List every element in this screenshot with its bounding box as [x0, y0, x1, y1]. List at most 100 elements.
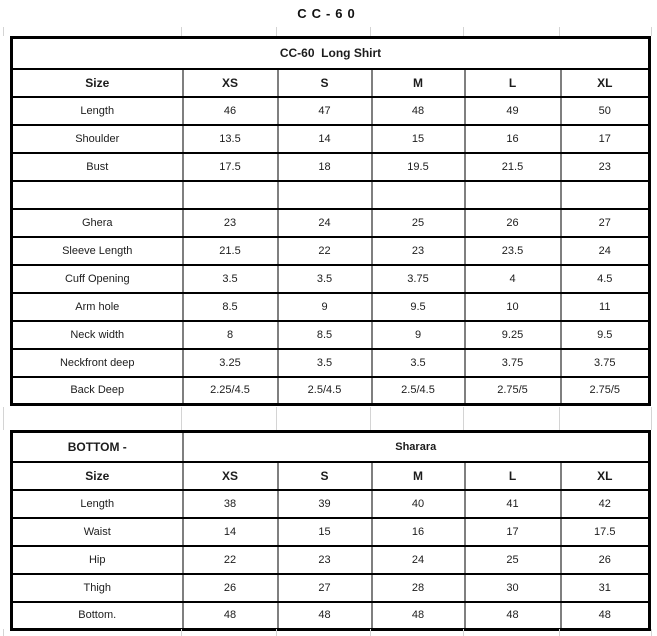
row-label [10, 179, 184, 210]
cell-value: 15 [370, 123, 466, 154]
column-header-row: Size XS S M L XL [10, 460, 651, 491]
spreadsheet-gridline [181, 27, 182, 36]
spreadsheet-gridline [559, 407, 560, 430]
cell-value: 8 [181, 319, 279, 350]
cell-value: 48 [370, 95, 466, 126]
cell-value [370, 179, 466, 210]
spreadsheet-gridline [651, 629, 652, 636]
cell-value: 39 [276, 488, 373, 519]
cell-value: 3.75 [559, 347, 651, 378]
cell-value: 16 [463, 123, 562, 154]
row-label: Sleeve Length [10, 235, 184, 266]
cell-value: 24 [370, 544, 466, 575]
table-row: Back Deep 2.25/4.5 2.5/4.5 2.5/4.5 2.75/5 2.7… [10, 375, 651, 406]
cell-value: 3.5 [276, 263, 373, 294]
column-header-xs: XS [181, 460, 279, 491]
cell-value: 3.75 [463, 347, 562, 378]
table-row: Hip 22 23 24 25 26 [10, 544, 651, 575]
cell-value: 23 [370, 235, 466, 266]
cell-value: 23 [181, 207, 279, 238]
cell-value: 9 [370, 319, 466, 350]
cell-value: 16 [370, 516, 466, 547]
spreadsheet-gridline [370, 629, 371, 636]
column-header-xs: XS [181, 67, 279, 98]
cell-value: 3.5 [181, 263, 279, 294]
column-header-row: Size XS S M L XL [10, 67, 651, 98]
cell-value: 9.5 [559, 319, 651, 350]
column-header-l: L [463, 67, 562, 98]
table-row: Sleeve Length 21.5 22 23 23.5 24 [10, 235, 651, 266]
cell-value: 25 [370, 207, 466, 238]
cell-value: 3.5 [370, 347, 466, 378]
table-row: Shoulder 13.5 14 15 16 17 [10, 123, 651, 154]
row-label: Waist [10, 516, 184, 547]
cell-value: 28 [370, 572, 466, 603]
cell-value: 4.5 [559, 263, 651, 294]
cell-value: 24 [559, 235, 651, 266]
spreadsheet-gridline [181, 629, 182, 636]
spreadsheet-gridline [276, 629, 277, 636]
cell-value: 8.5 [181, 291, 279, 322]
row-label: Bottom. [10, 600, 184, 631]
spreadsheet-gridline [559, 27, 560, 36]
column-header-xl: XL [559, 67, 651, 98]
cell-value: 17 [559, 123, 651, 154]
cell-value: 50 [559, 95, 651, 126]
row-label: Cuff Opening [10, 263, 184, 294]
cell-value: 2.75/5 [463, 375, 562, 406]
table-row: Length 46 47 48 49 50 [10, 95, 651, 126]
cell-value: 23 [276, 544, 373, 575]
cell-value: 30 [463, 572, 562, 603]
column-header-m: M [370, 460, 466, 491]
row-label: Arm hole [10, 291, 184, 322]
cell-value: 14 [276, 123, 373, 154]
bottom-sharara-size-table: BOTTOM - Sharara Size XS S M L XL Length… [10, 430, 651, 631]
cell-value: 9.5 [370, 291, 466, 322]
cell-value [276, 179, 373, 210]
bottom-table-label: BOTTOM - [10, 430, 184, 463]
bottom-table-title: Sharara [181, 430, 651, 463]
cell-value: 14 [181, 516, 279, 547]
table-row: Arm hole 8.5 9 9.5 10 11 [10, 291, 651, 322]
cell-value: 21.5 [181, 235, 279, 266]
row-label: Shoulder [10, 123, 184, 154]
cell-value: 48 [181, 600, 279, 631]
cell-value: 9.25 [463, 319, 562, 350]
cell-value: 17.5 [559, 516, 651, 547]
spreadsheet-gridline [181, 407, 182, 430]
column-header-s: S [276, 460, 373, 491]
table-row: Length 38 39 40 41 42 [10, 488, 651, 519]
spreadsheet-gridline [463, 27, 464, 36]
table-row: Thigh 26 27 28 30 31 [10, 572, 651, 603]
cell-value: 40 [370, 488, 466, 519]
cell-value: 27 [559, 207, 651, 238]
cell-value: 46 [181, 95, 279, 126]
cell-value: 10 [463, 291, 562, 322]
cell-value: 22 [276, 235, 373, 266]
row-label: Ghera [10, 207, 184, 238]
cell-value: 24 [276, 207, 373, 238]
row-label: Length [10, 488, 184, 519]
cell-value [181, 179, 279, 210]
spreadsheet-gridline [276, 407, 277, 430]
cell-value: 15 [276, 516, 373, 547]
column-header-size: Size [10, 67, 184, 98]
cell-value: 26 [181, 572, 279, 603]
cell-value: 17 [463, 516, 562, 547]
spreadsheet-gridline [463, 407, 464, 430]
cell-value: 48 [370, 600, 466, 631]
row-label: Length [10, 95, 184, 126]
table-row: Neck width 8 8.5 9 9.25 9.5 [10, 319, 651, 350]
spreadsheet-gridline [651, 27, 652, 36]
spreadsheet-gridline [370, 407, 371, 430]
table-title-row: BOTTOM - Sharara [10, 430, 651, 463]
spreadsheet-gridline [651, 407, 652, 430]
row-label: Neckfront deep [10, 347, 184, 378]
cell-value: 49 [463, 95, 562, 126]
page-title: CC-60 [297, 6, 360, 21]
cell-value: 2.25/4.5 [181, 375, 279, 406]
column-header-m: M [370, 67, 466, 98]
table-row: Ghera 23 24 25 26 27 [10, 207, 651, 238]
cell-value [463, 179, 562, 210]
table-row: Waist 14 15 16 17 17.5 [10, 516, 651, 547]
